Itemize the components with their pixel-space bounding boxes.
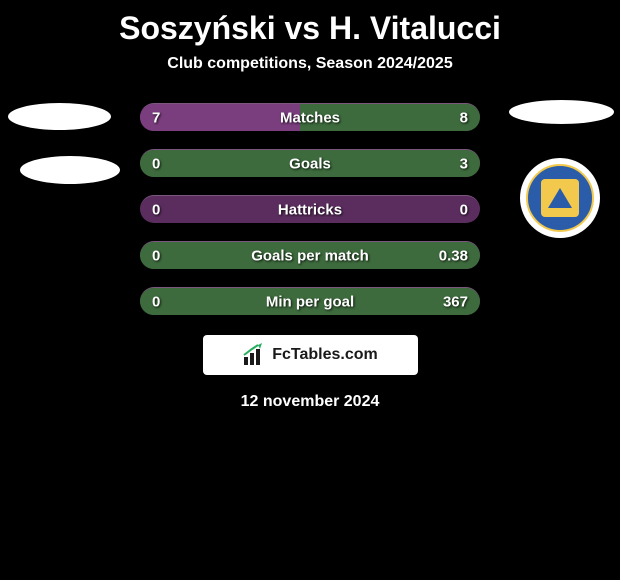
stat-label: Goals per match xyxy=(140,247,480,264)
stat-row-mpg: 0 Min per goal 367 xyxy=(140,287,480,315)
player-left-avatar xyxy=(8,103,111,130)
logo-box[interactable]: FcTables.com xyxy=(203,335,418,375)
stat-value-right: 8 xyxy=(460,109,468,126)
stat-rows: 7 Matches 8 0 Goals 3 0 Hattricks 0 0 Go… xyxy=(140,103,480,315)
club-badge xyxy=(526,164,594,232)
stat-value-right: 367 xyxy=(443,293,468,310)
stat-row-goals: 0 Goals 3 xyxy=(140,149,480,177)
badge-inner xyxy=(541,179,579,217)
stat-value-right: 0.38 xyxy=(439,247,468,264)
stat-row-gpm: 0 Goals per match 0.38 xyxy=(140,241,480,269)
badge-ship-icon xyxy=(548,188,572,208)
stats-area: 7 Matches 8 0 Goals 3 0 Hattricks 0 0 Go… xyxy=(0,103,620,411)
stat-label: Goals xyxy=(140,155,480,172)
comparison-container: Soszyński vs H. Vitalucci Club competiti… xyxy=(0,0,620,411)
stat-value-right: 0 xyxy=(460,201,468,218)
club-right-avatar xyxy=(520,158,600,238)
stat-label: Hattricks xyxy=(140,201,480,218)
logo-text: FcTables.com xyxy=(272,346,378,364)
subtitle: Club competitions, Season 2024/2025 xyxy=(0,55,620,73)
chart-icon xyxy=(242,343,266,367)
date-text: 12 november 2024 xyxy=(0,393,620,411)
page-title: Soszyński vs H. Vitalucci xyxy=(0,10,620,47)
player-right-avatar xyxy=(509,100,614,124)
stat-value-right: 3 xyxy=(460,155,468,172)
stat-row-matches: 7 Matches 8 xyxy=(140,103,480,131)
stat-label: Matches xyxy=(140,109,480,126)
club-left-avatar xyxy=(20,156,120,184)
stat-label: Min per goal xyxy=(140,293,480,310)
stat-row-hattricks: 0 Hattricks 0 xyxy=(140,195,480,223)
